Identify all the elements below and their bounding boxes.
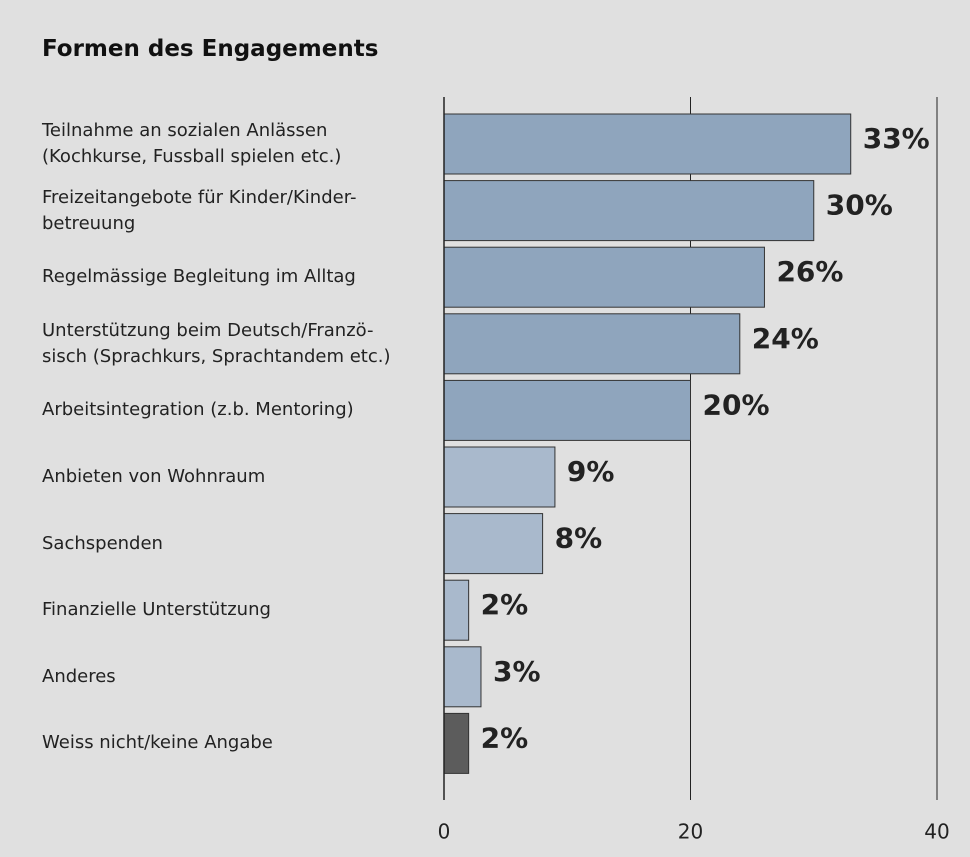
x-tick-label: 40: [924, 820, 949, 844]
value-label: 26%: [776, 255, 843, 288]
x-tick-label: 20: [678, 820, 703, 844]
category-label: Finanzielle Unterstützung: [42, 599, 271, 621]
bar: [443, 246, 765, 308]
category-label: Weiss nicht/keine Angabe: [42, 732, 273, 754]
value-label: 20%: [703, 388, 770, 421]
chart-title: Formen des Engagements: [42, 36, 379, 62]
value-label: 30%: [826, 189, 893, 222]
bar: [443, 712, 470, 774]
category-label: Anderes: [42, 665, 116, 687]
category-label: Unterstützung beim Deutsch/Franzö- sisch…: [42, 319, 391, 367]
value-label: 8%: [555, 522, 603, 555]
bar: [443, 313, 741, 375]
bar: [443, 513, 544, 575]
category-label: Teilnahme an sozialen Anlässen (Kochkurs…: [42, 120, 342, 167]
bar: [443, 646, 482, 708]
category-label: Anbieten von Wohnraum: [42, 466, 266, 487]
x-tick-label: 0: [438, 820, 451, 844]
category-label: Freizeitangebote für Kinder/Kinder- betr…: [42, 186, 357, 234]
value-label: 9%: [567, 455, 615, 488]
value-label: 33%: [863, 122, 930, 155]
value-label: 2%: [481, 588, 529, 621]
value-label: 3%: [493, 655, 541, 688]
value-label: 24%: [752, 322, 819, 355]
value-label: 2%: [481, 721, 529, 754]
bar: [443, 113, 852, 175]
bar: [443, 446, 556, 508]
bar: [443, 180, 815, 242]
bar: [443, 379, 691, 441]
bar: [443, 579, 470, 641]
category-label: Arbeitsintegration (z.b. Mentoring): [42, 399, 354, 421]
category-label: Sachspenden: [42, 532, 163, 554]
category-label: Regelmässige Begleitung im Alltag: [42, 266, 356, 288]
